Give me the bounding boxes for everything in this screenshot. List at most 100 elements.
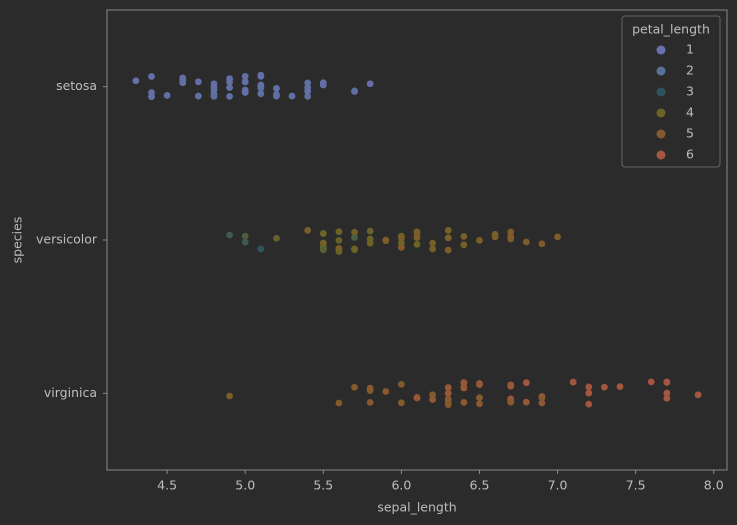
point <box>366 235 374 243</box>
x-tick-label: 6.5 <box>470 478 490 493</box>
point <box>351 245 358 253</box>
point <box>335 248 343 255</box>
legend-label: 3 <box>686 84 694 99</box>
point <box>257 90 265 98</box>
point <box>241 232 249 240</box>
point <box>601 383 608 391</box>
point <box>132 77 140 85</box>
point <box>538 240 546 248</box>
point <box>273 85 280 92</box>
point <box>194 78 202 86</box>
point <box>444 389 452 397</box>
y-axis-label: species <box>10 217 25 264</box>
legend-marker <box>656 87 666 97</box>
point <box>304 87 312 95</box>
y-tick-label: versicolor <box>36 232 98 247</box>
legend-label: 2 <box>686 63 694 78</box>
point <box>444 401 452 409</box>
point <box>319 245 327 253</box>
point <box>585 383 593 391</box>
point <box>397 399 405 407</box>
point <box>522 398 530 406</box>
point <box>257 73 265 80</box>
point <box>335 236 343 244</box>
point <box>148 93 155 101</box>
legend-marker <box>656 66 666 76</box>
point <box>413 228 421 236</box>
point <box>444 396 452 403</box>
legend-title: petal_length <box>632 22 710 37</box>
point <box>241 88 249 96</box>
point <box>538 394 546 402</box>
point <box>304 92 312 100</box>
point <box>476 381 483 388</box>
point <box>663 394 671 402</box>
point <box>694 391 702 399</box>
x-tick-label: 8.0 <box>704 478 724 493</box>
x-tick-label: 5.0 <box>235 478 255 493</box>
point <box>241 238 249 246</box>
legend-marker <box>656 45 666 55</box>
point <box>366 80 374 88</box>
point <box>163 91 171 99</box>
point <box>522 379 530 387</box>
point <box>397 380 405 388</box>
x-tick-label: 7.0 <box>548 478 568 493</box>
point <box>460 233 468 240</box>
point <box>382 388 390 395</box>
point <box>210 83 218 91</box>
point <box>288 92 296 100</box>
y-tick-label: virginica <box>44 385 97 400</box>
point <box>538 399 546 407</box>
point <box>304 226 312 234</box>
point <box>335 399 343 407</box>
point <box>413 240 421 248</box>
point <box>460 399 468 406</box>
point <box>257 81 265 89</box>
y-tick-label: setosa <box>56 78 97 93</box>
legend-label: 5 <box>686 126 694 141</box>
point <box>429 245 437 253</box>
x-tick-label: 5.5 <box>313 478 333 493</box>
point <box>429 239 437 247</box>
point <box>257 245 265 253</box>
point <box>304 79 312 87</box>
point <box>226 231 233 239</box>
legend-label: 6 <box>686 147 694 162</box>
point <box>241 78 249 85</box>
point <box>319 239 327 247</box>
point <box>460 379 468 386</box>
point <box>444 246 452 254</box>
point <box>179 76 187 84</box>
point <box>569 378 577 386</box>
point <box>241 73 249 80</box>
point <box>366 387 374 394</box>
point <box>491 230 499 238</box>
point <box>413 234 421 242</box>
point <box>335 228 343 236</box>
x-tick-label: 6.0 <box>391 478 411 493</box>
point <box>476 394 483 402</box>
point <box>444 384 452 391</box>
point <box>585 389 593 397</box>
point <box>413 394 421 402</box>
point <box>226 92 233 100</box>
x-axis-label: sepal_length <box>377 500 456 515</box>
point <box>663 378 671 386</box>
point <box>585 400 593 408</box>
point <box>460 384 468 392</box>
point <box>663 389 671 397</box>
legend-box <box>621 15 721 168</box>
point <box>616 383 624 391</box>
point <box>351 383 358 391</box>
point <box>351 87 358 95</box>
point <box>148 73 155 80</box>
point <box>366 398 374 406</box>
legend-label: 1 <box>686 42 694 57</box>
point <box>226 392 233 400</box>
point <box>460 241 468 249</box>
point <box>382 236 390 244</box>
point <box>397 234 405 242</box>
point <box>507 228 515 236</box>
